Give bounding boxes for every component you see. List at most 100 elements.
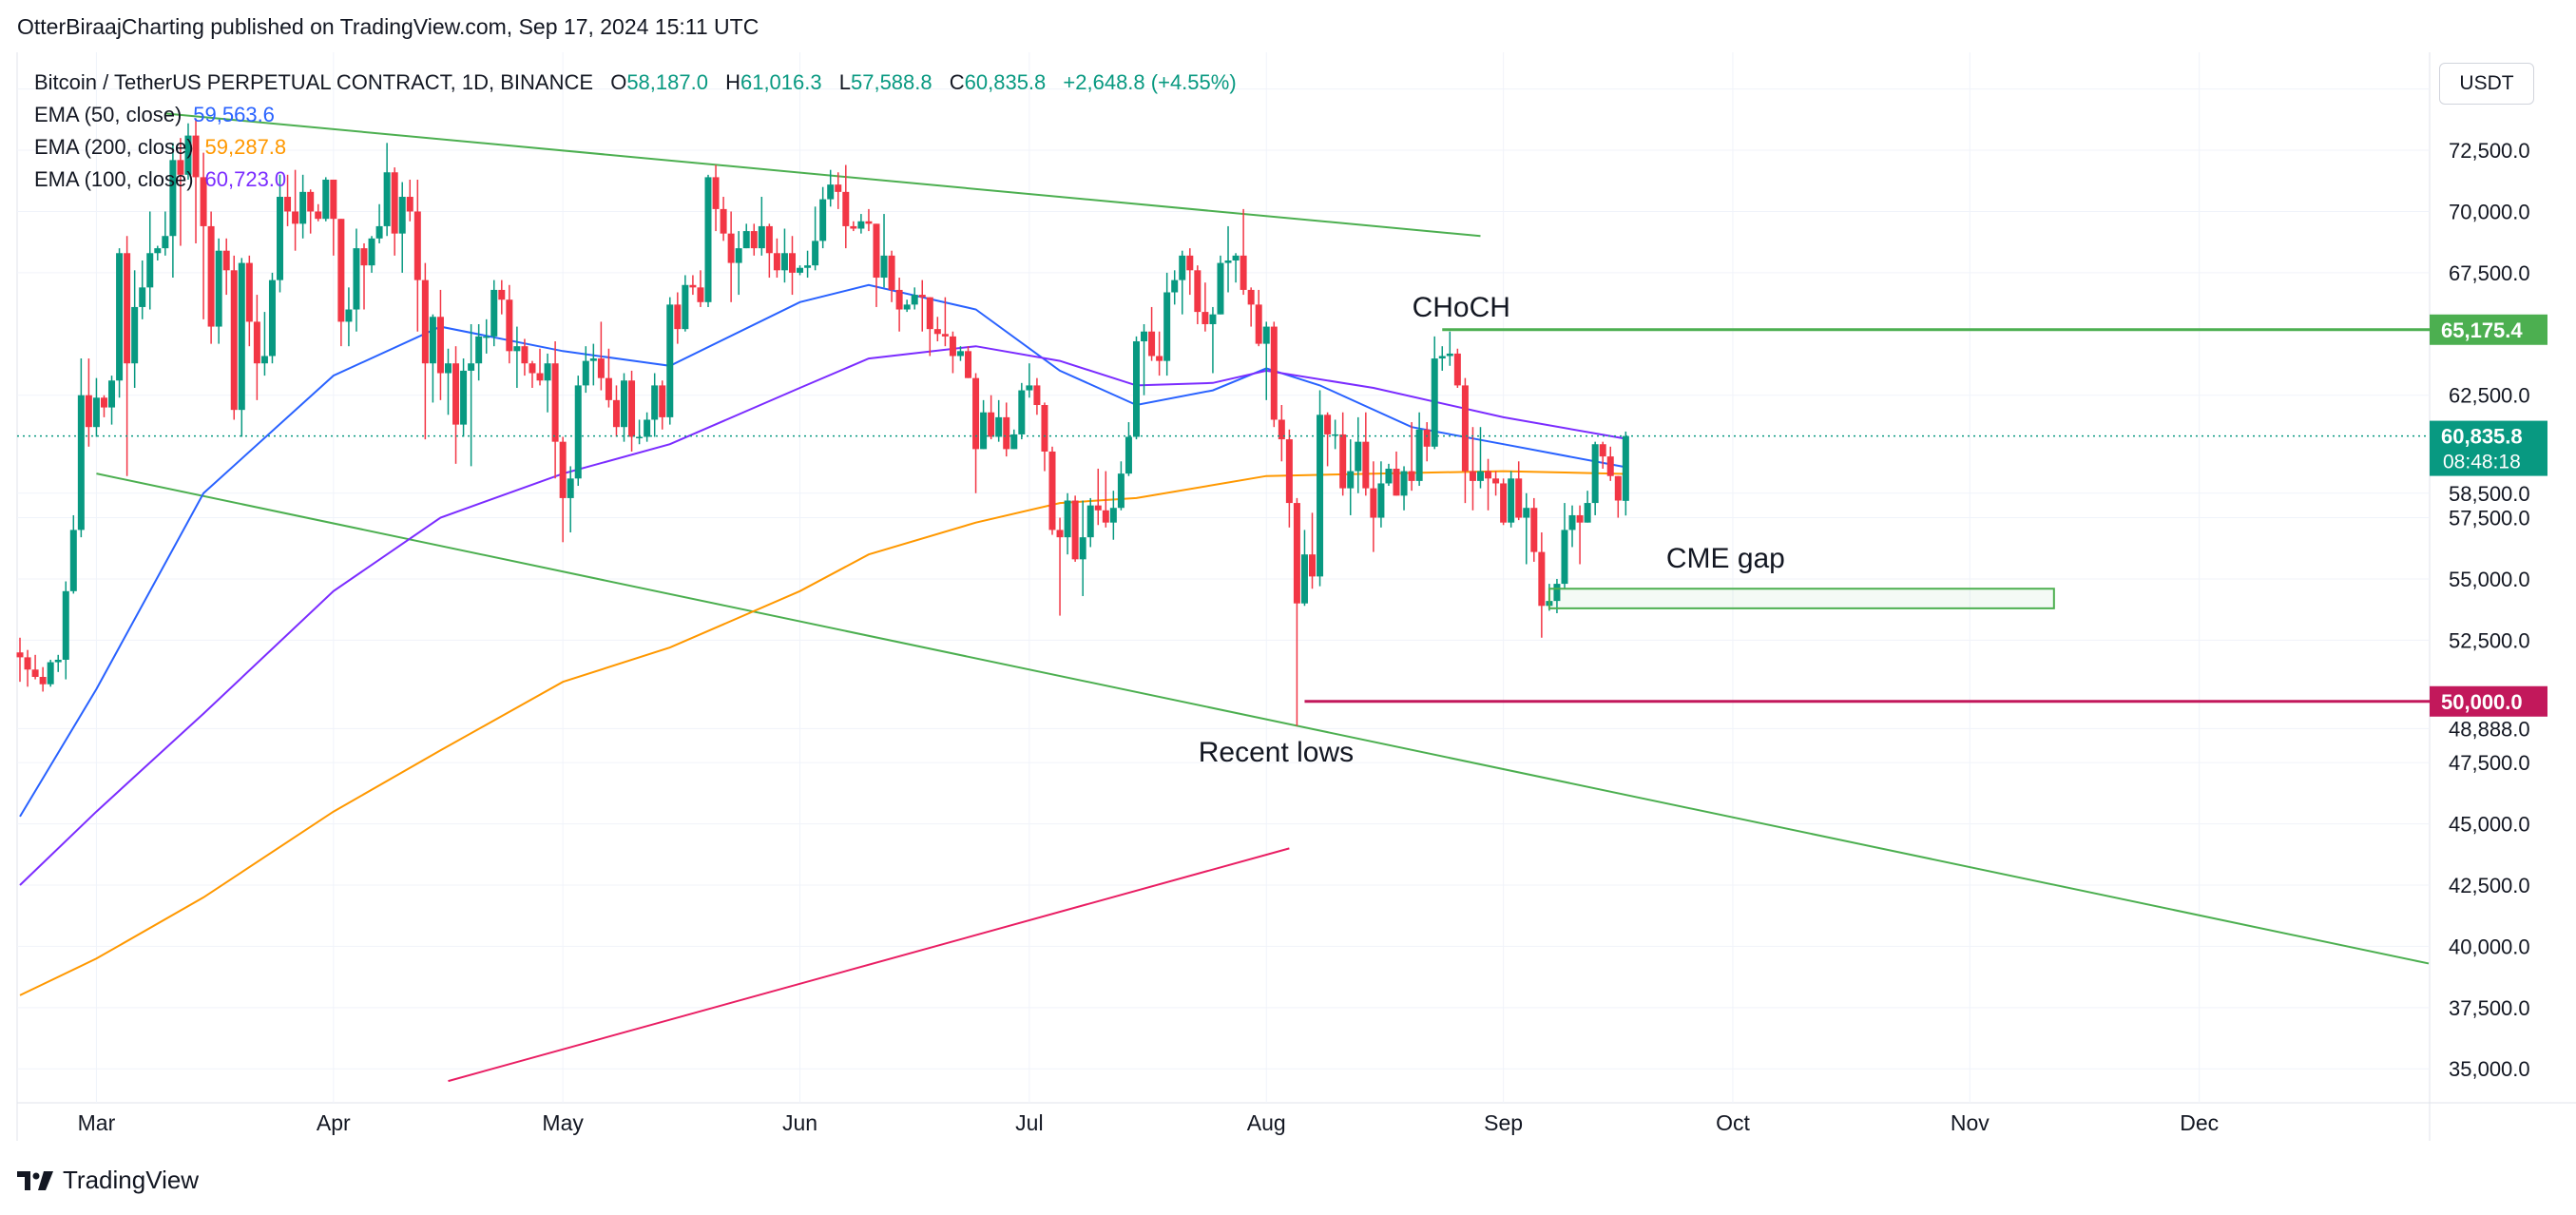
- candle-body: [1576, 514, 1584, 523]
- candle-body: [1048, 451, 1056, 530]
- candle-body: [536, 373, 544, 381]
- candle-body: [956, 351, 964, 357]
- time-tick-label: Nov: [1951, 1110, 1990, 1135]
- candle-body: [413, 211, 421, 280]
- candle-body: [529, 363, 536, 374]
- candle-body: [315, 211, 322, 220]
- price-tick-label: 45,000.0: [2449, 813, 2530, 837]
- cme-gap-box: [1548, 588, 2055, 609]
- candle-body: [299, 191, 307, 224]
- candle-body: [1064, 500, 1071, 538]
- candle-body: [735, 248, 742, 263]
- candle-body: [1071, 500, 1079, 560]
- candle-body: [139, 287, 146, 307]
- chart-legend: Bitcoin / TetherUS PERPETUAL CONTRACT, 1…: [34, 67, 1237, 196]
- candle-body: [436, 317, 444, 374]
- candle-body: [200, 177, 207, 226]
- candle-body: [460, 370, 468, 425]
- candle-body: [368, 238, 375, 266]
- candle-body: [1163, 292, 1171, 361]
- candle-body: [1385, 469, 1393, 484]
- candle-body: [827, 184, 835, 200]
- candle-body: [77, 395, 85, 530]
- price-level-tag: [2430, 685, 2547, 717]
- publish-attribution: OtterBiraajCharting published on Trading…: [17, 14, 759, 39]
- price-tick-label: 52,500.0: [2449, 628, 2530, 652]
- candle-body: [330, 179, 337, 220]
- candle-body: [1041, 405, 1048, 452]
- price-tick-label: 62,500.0: [2449, 384, 2530, 408]
- legend-open-label: O: [610, 70, 627, 94]
- legend-symbol[interactable]: Bitcoin / TetherUS PERPETUAL CONTRACT, 1…: [34, 70, 594, 94]
- candle-body: [1086, 505, 1094, 538]
- time-tick-label: Dec: [2180, 1110, 2219, 1135]
- ema50-line: [19, 283, 1626, 818]
- candle-body: [819, 199, 827, 241]
- price-level-tag-label: 50,000.0: [2441, 690, 2523, 714]
- legend-symbol-row: Bitcoin / TetherUS PERPETUAL CONTRACT, 1…: [34, 67, 1237, 99]
- time-tick-label: Aug: [1247, 1110, 1286, 1135]
- price-tick-label: 57,500.0: [2449, 507, 2530, 530]
- candle-body: [192, 135, 200, 178]
- legend-ema100-row[interactable]: EMA (100, close) 60,723.0: [34, 164, 1237, 196]
- candle-body: [391, 172, 398, 234]
- candle-body: [972, 377, 980, 450]
- candle-body: [1599, 444, 1606, 457]
- candle-body: [146, 253, 154, 288]
- candle-body: [100, 397, 107, 408]
- candle-body: [1186, 255, 1194, 271]
- candle-body: [644, 419, 651, 437]
- candle-body: [406, 197, 413, 212]
- candle-body: [1141, 331, 1148, 342]
- candle-body: [116, 253, 124, 381]
- candle-body: [1606, 456, 1614, 476]
- candle-body: [1179, 255, 1186, 280]
- candle-body: [162, 236, 169, 249]
- candle-body: [780, 253, 788, 271]
- legend-ema50-row[interactable]: EMA (50, close) 59,563.6: [34, 99, 1237, 131]
- candle-body: [307, 191, 315, 212]
- candle-body: [1492, 478, 1500, 484]
- candle-body: [1293, 503, 1300, 604]
- candle-body: [92, 397, 100, 428]
- candle-body: [1614, 475, 1622, 501]
- candle-body: [238, 262, 245, 411]
- footer-brand[interactable]: TradingView: [17, 1166, 199, 1195]
- candle-body: [184, 135, 192, 175]
- candle-body: [636, 436, 644, 439]
- legend-ema50-value: 59,563.6: [193, 103, 275, 126]
- currency-button[interactable]: USDT: [2439, 63, 2534, 105]
- candle-body: [1125, 436, 1132, 474]
- candle-body: [727, 233, 735, 263]
- legend-ema200-row[interactable]: EMA (200, close) 59,287.8: [34, 131, 1237, 164]
- candle-body: [1355, 441, 1362, 472]
- candle-body: [1347, 471, 1355, 489]
- candle-body: [24, 657, 31, 670]
- candle-body: [207, 225, 215, 327]
- price-tick-label: 40,000.0: [2449, 935, 2530, 958]
- candle-body: [277, 197, 284, 280]
- candle-body: [1278, 419, 1285, 440]
- candle-body: [452, 363, 460, 425]
- candle-body: [797, 267, 804, 273]
- candle-body: [444, 363, 452, 374]
- candle-body: [1523, 508, 1530, 518]
- candle-body: [1538, 551, 1546, 607]
- candle-body: [1255, 304, 1262, 344]
- candle-body: [941, 334, 949, 337]
- candle-body: [131, 306, 139, 364]
- candle-body: [468, 363, 475, 371]
- ema100-line: [19, 345, 1626, 886]
- candle-body: [360, 248, 368, 266]
- candle-body: [1171, 280, 1179, 293]
- candle-body: [383, 172, 391, 226]
- candle-body: [521, 346, 529, 364]
- candle-body: [742, 231, 750, 249]
- candle-body: [1270, 326, 1278, 420]
- candle-body: [1132, 341, 1140, 437]
- legend-low-label: L: [838, 70, 851, 94]
- candle-body: [659, 385, 666, 417]
- candle-body: [1446, 353, 1453, 357]
- candle-body: [1194, 270, 1201, 313]
